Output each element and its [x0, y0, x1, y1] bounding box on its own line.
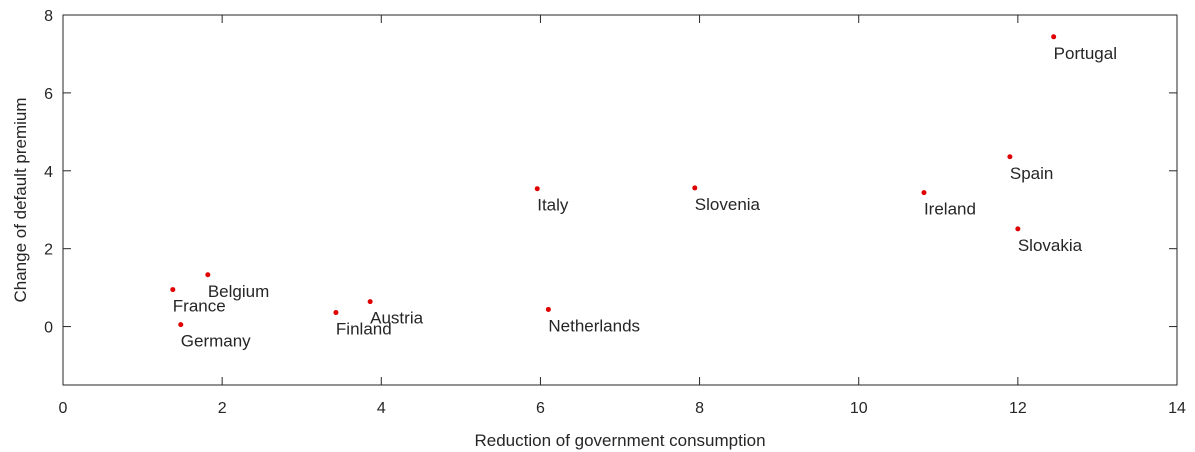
point-label: Finland: [336, 320, 392, 339]
y-tick-label: 6: [44, 86, 53, 103]
x-tick-label: 12: [1009, 400, 1027, 417]
point: [921, 190, 927, 196]
x-axis-label: Reduction of government consumption: [474, 431, 765, 450]
point-label: France: [173, 297, 226, 316]
x-tick-label: 0: [59, 400, 68, 417]
y-tick-label: 8: [44, 8, 53, 25]
point: [692, 185, 698, 191]
point: [545, 306, 551, 312]
point-label: Spain: [1010, 164, 1053, 183]
y-tick-label: 2: [44, 242, 53, 259]
point-label: Italy: [537, 196, 569, 215]
x-tick-label: 10: [850, 400, 868, 417]
point: [205, 272, 211, 278]
point-label: Belgium: [208, 282, 269, 301]
x-tick-label: 14: [1168, 400, 1186, 417]
point-label: Slovakia: [1018, 236, 1083, 255]
point: [1051, 34, 1057, 40]
x-tick-label: 6: [536, 400, 545, 417]
point: [1015, 226, 1021, 232]
y-tick-label: 4: [44, 164, 53, 181]
point: [534, 186, 540, 192]
plot-frame: [62, 14, 1178, 386]
x-tick-label: 8: [695, 400, 704, 417]
point: [333, 310, 339, 316]
point-label: Austria: [370, 309, 423, 328]
point: [178, 322, 184, 328]
point: [170, 287, 176, 293]
y-tick-label: 0: [44, 320, 53, 337]
point-label: Germany: [181, 332, 251, 351]
point: [367, 299, 373, 305]
point-label: Ireland: [924, 200, 976, 219]
y-axis-label: Change of default premium: [11, 97, 30, 302]
point-label: Netherlands: [548, 316, 640, 335]
x-tick-label: 2: [218, 400, 227, 417]
point-label: Portugal: [1054, 44, 1117, 63]
x-tick-label: 4: [377, 400, 386, 417]
point: [1007, 154, 1013, 160]
point-label: Slovenia: [695, 195, 761, 214]
